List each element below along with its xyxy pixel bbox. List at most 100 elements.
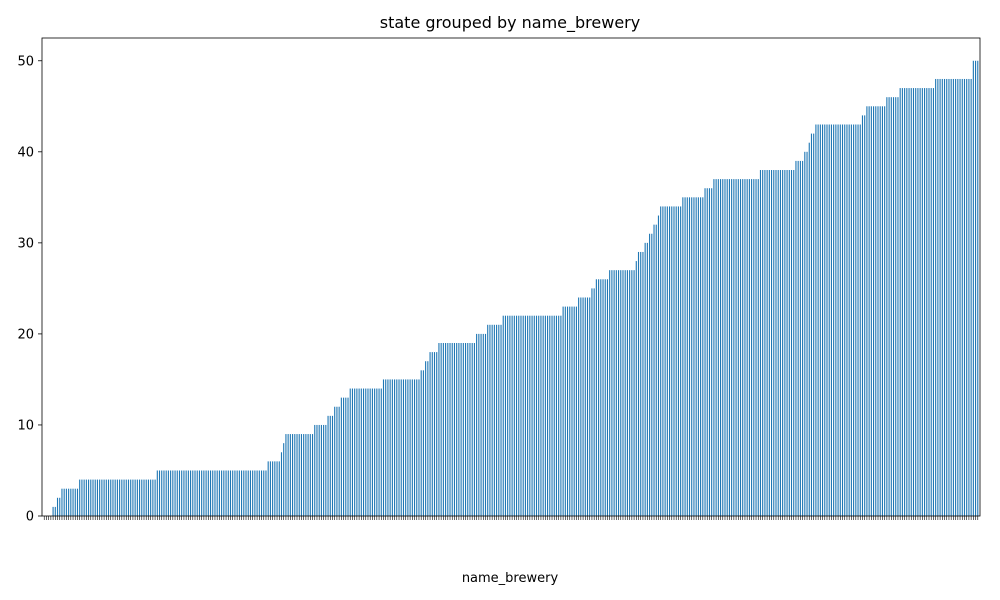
bar: [968, 78, 970, 516]
bar: [764, 170, 766, 516]
bar: [875, 106, 877, 516]
bar: [895, 97, 897, 517]
bar: [376, 388, 378, 516]
bar: [438, 343, 440, 516]
bar: [125, 479, 127, 516]
bar: [810, 133, 813, 516]
bar: [817, 124, 819, 516]
bar: [336, 406, 338, 516]
bar: [52, 506, 54, 516]
bar: [538, 315, 540, 516]
bar: [59, 497, 61, 516]
bar: [396, 379, 398, 516]
bar: [691, 197, 693, 516]
bar: [671, 206, 673, 516]
bar: [935, 78, 937, 516]
bar: [655, 224, 657, 516]
bar: [737, 179, 739, 516]
bar: [859, 124, 861, 516]
bar: [660, 206, 662, 516]
bar: [114, 479, 116, 516]
bar: [897, 97, 899, 517]
bar: [680, 206, 682, 516]
bar: [555, 315, 558, 516]
bar: [773, 170, 775, 516]
bar: [476, 333, 478, 516]
bar: [493, 324, 495, 516]
bar: [68, 488, 70, 516]
bar: [311, 434, 314, 516]
bar: [790, 170, 793, 516]
bar: [425, 361, 427, 516]
bar: [92, 479, 94, 516]
bar: [70, 488, 72, 516]
bar: [447, 343, 449, 516]
bar: [515, 315, 518, 516]
bar: [877, 106, 879, 516]
bar: [886, 97, 888, 517]
bar: [551, 315, 553, 516]
bar: [881, 106, 883, 516]
bar: [234, 470, 236, 516]
bar: [453, 343, 456, 516]
bar: [669, 206, 671, 516]
bar: [715, 179, 717, 516]
bar: [564, 306, 566, 516]
bar: [959, 78, 961, 516]
bar-series: [52, 60, 979, 517]
bar: [278, 461, 280, 516]
bar: [431, 352, 433, 516]
bar: [906, 88, 908, 516]
bar: [258, 470, 260, 516]
bar: [742, 179, 744, 516]
bar: [272, 461, 274, 516]
bar: [63, 488, 65, 516]
bar: [915, 88, 917, 516]
bar: [904, 88, 906, 516]
bar: [755, 179, 757, 516]
bar: [511, 315, 513, 516]
bar: [318, 424, 320, 516]
bar: [768, 170, 770, 516]
bar: [167, 470, 169, 516]
bar: [294, 434, 296, 516]
bar: [779, 170, 781, 516]
bar: [966, 78, 968, 516]
bar: [748, 179, 750, 516]
bar: [214, 470, 216, 516]
bar: [464, 343, 467, 516]
bar: [362, 388, 365, 516]
bar: [580, 297, 582, 516]
bar: [939, 78, 941, 516]
bar: [609, 270, 611, 516]
bar: [203, 470, 205, 516]
y-tick-label: 40: [17, 145, 34, 160]
bar: [433, 352, 436, 516]
bar: [185, 470, 187, 516]
bar: [201, 470, 203, 516]
y-tick-label: 10: [17, 418, 34, 433]
bar: [387, 379, 389, 516]
bar: [644, 242, 646, 517]
bar: [289, 434, 291, 516]
bar: [606, 279, 609, 516]
bar: [473, 343, 475, 516]
bar: [150, 479, 152, 516]
bar: [926, 88, 928, 516]
bar: [611, 270, 613, 516]
bar: [345, 397, 347, 516]
bar: [704, 188, 706, 517]
bar: [65, 488, 67, 516]
bar: [695, 197, 697, 516]
bar: [471, 343, 473, 516]
bar: [793, 170, 795, 516]
bar: [407, 379, 409, 516]
bar: [256, 470, 258, 516]
bar: [192, 470, 194, 516]
bar: [531, 315, 533, 516]
bar: [702, 197, 704, 516]
bar: [252, 470, 254, 516]
bar: [815, 124, 817, 516]
bar: [196, 470, 198, 516]
bar: [513, 315, 515, 516]
